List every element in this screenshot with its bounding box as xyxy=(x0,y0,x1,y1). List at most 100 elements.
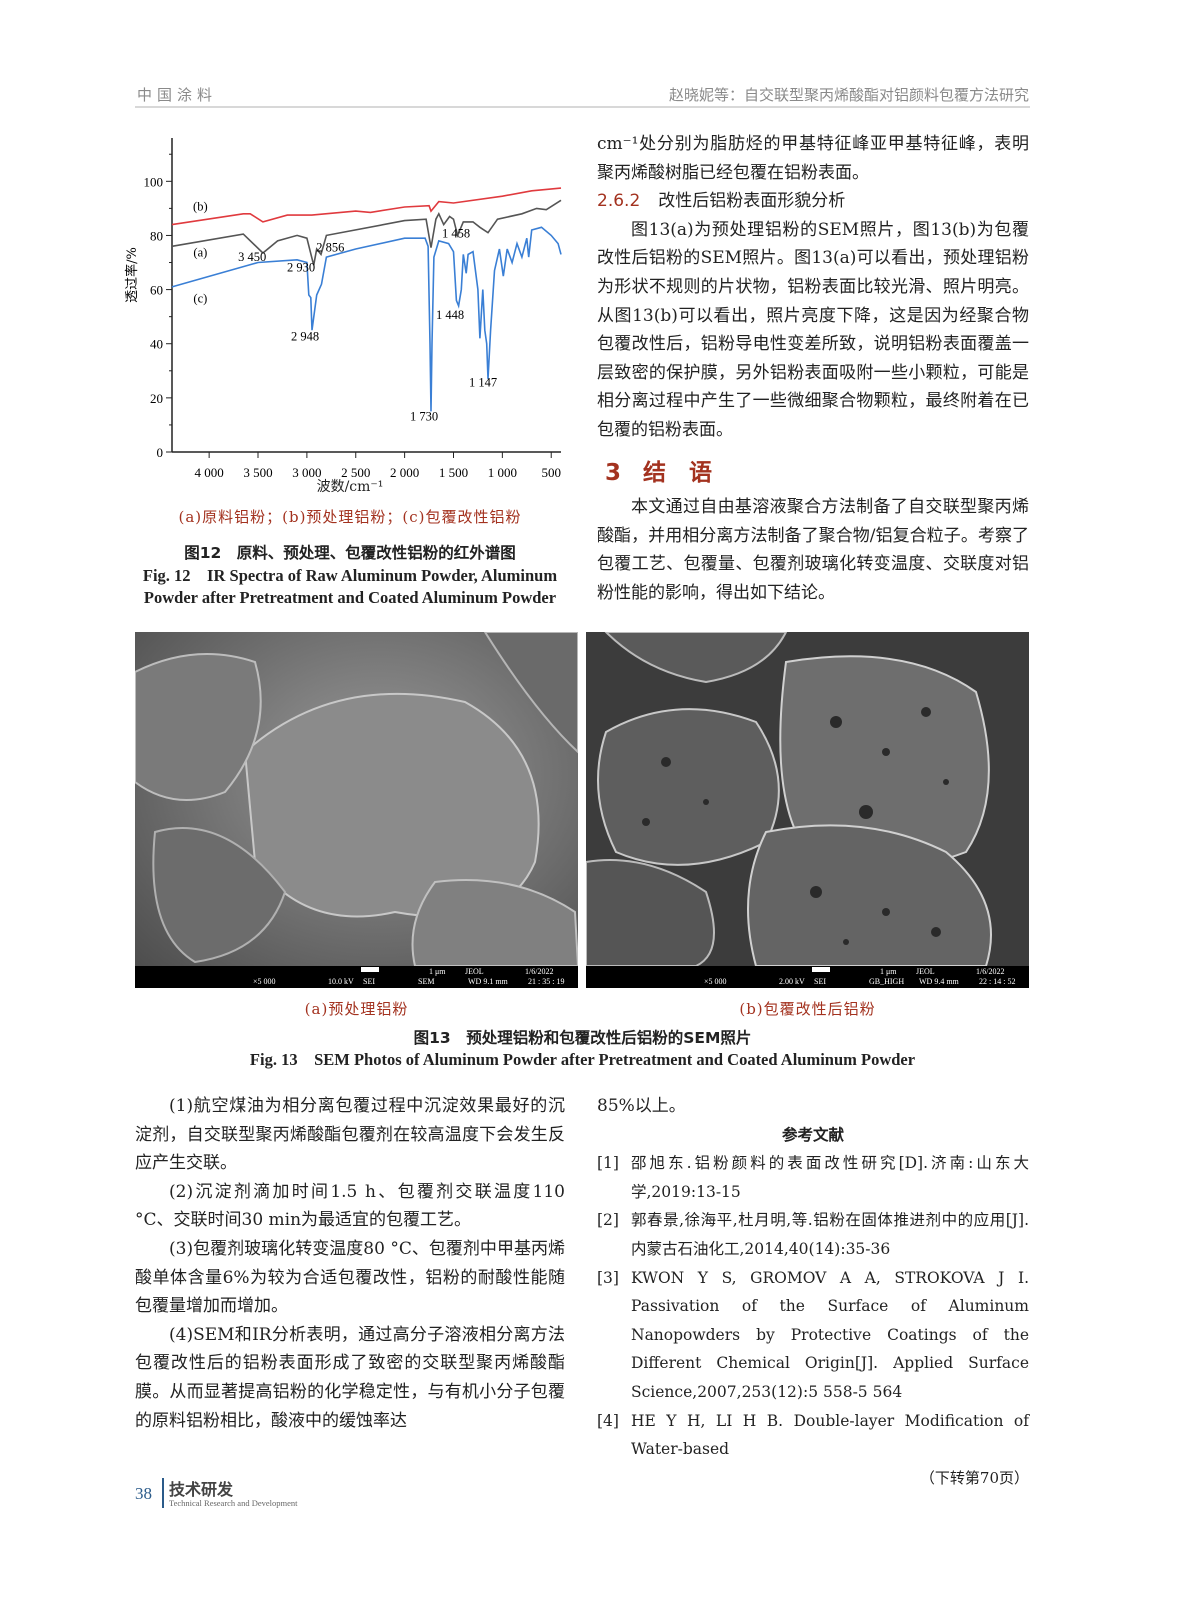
right-column-bottom: 85%以上。 参考文献 [1] 邵旭东.铝粉颜料的表面改性研究[D].济南:山东大… xyxy=(597,1092,1029,1492)
section-number: 2.6.2 xyxy=(597,191,641,212)
date: 1/6/2022 xyxy=(525,967,554,976)
journal-name: 中国涂料 xyxy=(137,86,218,104)
series-line-a xyxy=(171,199,562,266)
sem-photo-pretreated xyxy=(135,632,578,988)
voltage: 10.0 kV xyxy=(328,977,354,986)
peak-annotation: 1 147 xyxy=(469,376,497,390)
mode: SEI xyxy=(363,977,375,986)
voltage: 2.00 kV xyxy=(779,977,805,986)
brand: JEOL xyxy=(465,967,484,976)
fig13-caption-cn: 图13 预处理铝粉和包覆改性后铝粉的SEM照片 xyxy=(413,1029,752,1047)
ref-text: 邵旭东.铝粉颜料的表面改性研究[D].济南:山东大学,2019:13-15 xyxy=(631,1154,1029,1201)
footer-divider xyxy=(162,1478,164,1508)
reference-item: [2] 郭春景,徐海平,杜月明,等.铝粉在固体推进剂中的应用[J].内蒙古石油化工… xyxy=(597,1206,1029,1263)
continued-note: （下转第70页） xyxy=(919,1468,1029,1487)
conclusion-item: (4)SEM和IR分析表明，通过高分子溶液相分离方法包覆改性后的铝粉表面形成了致… xyxy=(135,1324,565,1431)
paragraph: 本文通过自由基溶液聚合方法制备了自交联型聚丙烯酸酯，并用相分离方法制备了聚合物/… xyxy=(597,497,1029,603)
section-title: 结 语 xyxy=(643,459,713,486)
ref-text: KWON Y S, GROMOV A A, STROKOVA J I. Pass… xyxy=(631,1268,1029,1401)
peak-annotation: 2 948 xyxy=(291,330,319,344)
ir-spectra-chart: 0 20 40 60 80 100 4 000 3 500 3 000 2 500 2 000 1 5… xyxy=(124,138,562,480)
magnification: ×5 000 xyxy=(253,977,276,986)
header-divider xyxy=(135,106,1030,108)
x-tick-label: 500 xyxy=(541,465,561,480)
fig13b-label: (b)包覆改性后铝粉 xyxy=(739,1000,876,1018)
x-tick-label: 3 000 xyxy=(292,465,321,480)
right-column-top: cm⁻¹处分别为脂肪烃的甲基特征峰亚甲基特征峰，表明聚丙烯酸树脂已经包覆在铝粉表… xyxy=(597,130,1029,608)
reference-item: [1] 邵旭东.铝粉颜料的表面改性研究[D].济南:山东大学,2019:13-15 xyxy=(597,1149,1029,1206)
ref-number: [2] xyxy=(597,1211,619,1230)
fig13a-label: (a)预处理铝粉 xyxy=(304,1000,409,1018)
x-tick-label: 3 500 xyxy=(243,465,272,480)
conclusions: (1)航空煤油为相分离包覆过程中沉淀效果最好的沉淀剂，自交联型聚丙烯酸酯包覆剂在… xyxy=(135,1092,565,1435)
y-tick-label: 80 xyxy=(150,228,163,243)
date: 1/6/2022 xyxy=(976,967,1005,976)
working-distance: WD 9.4 mm xyxy=(919,977,959,986)
peak-annotation: 2 930 xyxy=(287,261,315,275)
ref-number: [1] xyxy=(597,1154,619,1173)
section-heading-3: 3 结 语 xyxy=(605,459,1029,488)
ref-number: [4] xyxy=(597,1411,619,1430)
x-tick-label: 1 000 xyxy=(488,465,517,480)
y-tick-label: 60 xyxy=(150,283,163,298)
peak-annotation: (b) xyxy=(193,200,208,214)
section-name-en: Technical Research and Development xyxy=(169,1498,298,1508)
section-number: 3 xyxy=(605,459,622,486)
time: 22 : 14 : 52 xyxy=(979,977,1016,986)
y-tick-label: 100 xyxy=(144,174,164,189)
y-tick-label: 20 xyxy=(150,391,163,406)
x-tick-label: 2 500 xyxy=(341,465,370,480)
sem-image-a: ×5 000 10.0 kV SEI 1 μm SEM JEOL WD 9.1 … xyxy=(135,632,578,988)
peak-annotation: 1 730 xyxy=(410,409,438,423)
peak-annotation: (c) xyxy=(193,292,207,306)
peak-annotation: 1 448 xyxy=(436,308,464,322)
reference-list: [1] 邵旭东.铝粉颜料的表面改性研究[D].济南:山东大学,2019:13-15… xyxy=(597,1149,1029,1492)
peak-annotation: 3 450 xyxy=(238,250,266,264)
time: 21 : 35 : 19 xyxy=(528,977,565,986)
y-tick-label: 0 xyxy=(157,445,164,460)
conclusion-item: (3)包覆剂玻璃化转变温度80 °C、包覆剂中甲基丙烯酸单体含量6%为较为合适包… xyxy=(135,1238,565,1317)
x-tick-label: 1 500 xyxy=(439,465,468,480)
section-heading-2-6-2: 2.6.2 改性后铝粉表面形貌分析 xyxy=(597,187,1029,216)
magnification: ×5 000 xyxy=(704,977,727,986)
detector: SEM xyxy=(418,977,435,986)
running-title: 赵晓妮等：自交联型聚丙烯酸酯对铝颜料包覆方法研究 xyxy=(668,86,1029,104)
series-line-c xyxy=(171,226,562,412)
scale-label: 1 μm xyxy=(429,967,446,976)
fig12-caption-en: Fig. 12 IR Spectra of Raw Aluminum Powde… xyxy=(142,566,558,607)
x-tick-label: 4 000 xyxy=(195,465,224,480)
reference-item: [3] KWON Y S, GROMOV A A, STROKOVA J I. P… xyxy=(597,1264,1029,1407)
y-axis-label: 透过率/% xyxy=(124,247,140,303)
y-tick-label: 40 xyxy=(150,337,163,352)
reference-item: [4] HE Y H, LI H B. Double-layer Modifica… xyxy=(597,1407,1029,1464)
sem-info-bar: ×5 000 2.00 kV SEI 1 μm GB_HIGH JEOL WD … xyxy=(586,966,1029,988)
series-line-b xyxy=(171,187,562,226)
page-number: 38 xyxy=(135,1484,152,1503)
scale-bar xyxy=(812,967,830,972)
scale-bar xyxy=(361,967,379,972)
references-title: 参考文献 xyxy=(781,1125,844,1144)
sem-info-bar: ×5 000 10.0 kV SEI 1 μm SEM JEOL WD 9.1 … xyxy=(135,966,578,988)
working-distance: WD 9.1 mm xyxy=(468,977,508,986)
paragraph: cm⁻¹处分别为脂肪烃的甲基特征峰亚甲基特征峰，表明聚丙烯酸树脂已经包覆在铝粉表… xyxy=(597,134,1029,183)
ref-text: 郭春景,徐海平,杜月明,等.铝粉在固体推进剂中的应用[J].内蒙古石油化工,20… xyxy=(631,1211,1029,1258)
paragraph: 85%以上。 xyxy=(597,1096,686,1116)
brand: JEOL xyxy=(916,967,935,976)
scale-label: 1 μm xyxy=(880,967,897,976)
mode: SEI xyxy=(814,977,826,986)
fig12-caption-cn: 图12 原料、预处理、包覆改性铝粉的红外谱图 xyxy=(184,544,516,562)
conclusion-item: (2)沉淀剂滴加时间1.5 h、包覆剂交联温度110 °C、交联时间30 min… xyxy=(135,1181,565,1231)
ref-number: [3] xyxy=(597,1268,619,1287)
sem-image-b: ×5 000 2.00 kV SEI 1 μm GB_HIGH JEOL WD … xyxy=(586,632,1029,988)
detector: GB_HIGH xyxy=(869,977,905,986)
peak-annotation: 1 458 xyxy=(442,227,470,241)
x-axis-label: 波数/cm⁻¹ xyxy=(316,479,384,495)
ref-text: HE Y H, LI H B. Double-layer Modificatio… xyxy=(631,1411,1029,1459)
peak-annotation: 2 856 xyxy=(316,240,344,254)
peak-annotation: (a) xyxy=(193,246,207,260)
paragraph: 图13(a)为预处理铝粉的SEM照片，图13(b)为包覆改性后铝粉的SEM照片。… xyxy=(597,219,1029,440)
fig13-caption-en: Fig. 13 SEM Photos of Aluminum Powder af… xyxy=(249,1050,916,1069)
conclusion-item: (1)航空煤油为相分离包覆过程中沉淀效果最好的沉淀剂，自交联型聚丙烯酸酯包覆剂在… xyxy=(135,1096,565,1174)
sem-photo-coated xyxy=(586,632,1029,988)
fig12-legend: (a)原料铝粉；(b)预处理铝粉；(c)包覆改性铝粉 xyxy=(178,508,522,526)
